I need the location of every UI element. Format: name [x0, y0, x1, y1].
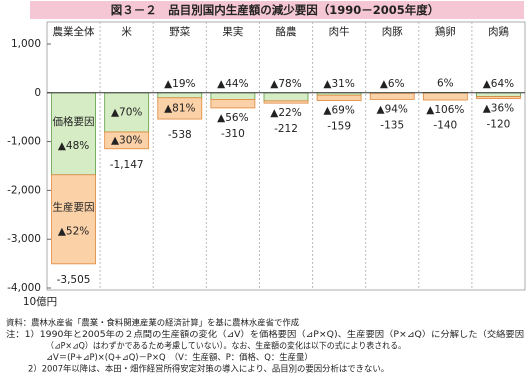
bar-segment: [316, 94, 362, 101]
y-tick-label: 1,000: [11, 38, 41, 50]
bar-segment: [157, 97, 203, 120]
total-label: -3,505: [57, 274, 91, 286]
note: 注：1）1990年と2005年の２点間の生産額の変化（⊿V）を価格要因（⊿P×Q…: [6, 329, 524, 339]
y-tick-label: 0: [34, 87, 41, 99]
percent-label: ▲106%: [426, 104, 464, 116]
percent-label: ▲81%: [164, 102, 195, 114]
total-label: -538: [168, 129, 192, 141]
percent-label: ▲31%: [323, 78, 354, 90]
bar-segment: [263, 100, 309, 104]
series-name: 価格要因: [53, 115, 95, 128]
percent-label: ▲64%: [483, 78, 514, 90]
bar-segment: [210, 99, 256, 109]
title-band: [30, 1, 524, 19]
plot-frame: [46, 21, 526, 291]
total-label: -120: [487, 119, 511, 131]
bar-segment: [369, 92, 415, 100]
x-tick-label: 肉牛: [329, 25, 350, 38]
bar-segment: [104, 131, 150, 150]
x-tick-label: 酪農: [276, 25, 297, 38]
y-tick-label: -2,000: [7, 184, 41, 196]
percent-label: ▲6%: [380, 78, 405, 90]
y-tick-label: -1,000: [7, 136, 41, 148]
bar-segment: [157, 92, 203, 99]
bar-segment: [476, 96, 521, 100]
y-tick-label: -3,000: [7, 233, 41, 245]
bar-segment: [210, 92, 256, 100]
bar-segment: [51, 174, 96, 265]
total-label: -310: [221, 128, 245, 140]
percent-label: ▲48%: [58, 140, 89, 152]
percent-label: ▲94%: [377, 103, 408, 115]
note: ⊿V＝(P+⊿P)×(Q+⊿Q)－P×Q （V：生産額、P：価格、Q：生産量）: [46, 352, 313, 362]
bar-segment: [263, 92, 309, 102]
percent-label: ▲19%: [164, 78, 195, 90]
bar-segment: [476, 92, 521, 97]
bar-segment: [422, 92, 468, 101]
x-tick-label: 鶏卵: [435, 25, 456, 38]
series-name: 生産要因: [53, 200, 95, 213]
note: 資料：農林水産省「農業・食料関連産業の経済計算」を基に農林水産省で作成: [6, 318, 300, 328]
x-tick-label: 野菜: [169, 26, 190, 38]
percent-label: ▲44%: [217, 78, 248, 90]
total-label: -140: [433, 120, 457, 132]
y-unit: 10億円: [23, 295, 57, 308]
x-tick-label: 米: [121, 25, 132, 38]
note: （⊿P×⊿Q）はわずかであるため考慮していない）。なお、生産額の変化は以下の式に…: [46, 341, 406, 351]
total-label: -1,147: [110, 159, 144, 171]
x-tick-label: 農業全体: [53, 25, 95, 38]
bar-segment: [104, 92, 150, 133]
x-tick-label: 肉豚: [382, 25, 403, 38]
x-tick-label: 肉鶏: [488, 25, 509, 38]
percent-label: ▲30%: [111, 134, 142, 146]
percent-label: ▲69%: [323, 105, 354, 117]
percent-label: 6%: [437, 77, 454, 89]
total-label: -159: [327, 121, 351, 133]
total-label: -212: [274, 123, 298, 135]
chart-title: 図３－２ 品目別国内生産額の減少要因（1990－2005年度）: [111, 3, 440, 17]
y-tick-label: -4,000: [7, 282, 41, 294]
percent-label: ▲36%: [483, 103, 514, 115]
percent-label: ▲56%: [217, 112, 248, 124]
percent-label: ▲78%: [270, 78, 301, 90]
percent-label: ▲52%: [58, 225, 89, 237]
percent-label: ▲70%: [111, 106, 142, 118]
x-tick-label: 果実: [222, 25, 243, 38]
total-label: -135: [380, 119, 404, 131]
percent-label: ▲22%: [270, 107, 301, 119]
bar-segment: [51, 92, 96, 176]
note: 2）2007年以降は、本田・畑作経営所得安定対策の導入により、品目別の要因分析は…: [28, 364, 389, 374]
